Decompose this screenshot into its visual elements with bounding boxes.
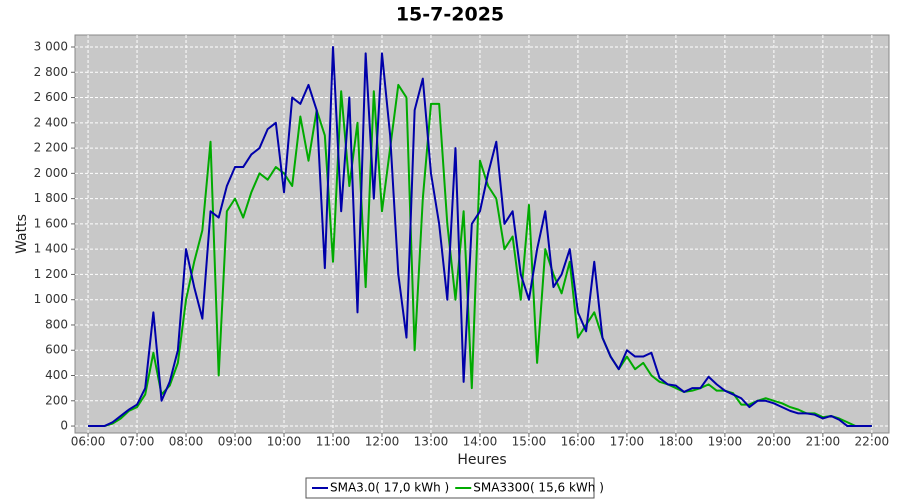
- y-tick-label: 2 800: [34, 65, 68, 79]
- y-tick-label: 2 200: [34, 141, 68, 155]
- x-tick-label: 09:00: [218, 435, 253, 449]
- series-line: [88, 46, 872, 428]
- series-line: [88, 83, 872, 428]
- x-tick-label: 06:00: [71, 435, 106, 449]
- x-tick-label: 22:00: [855, 435, 890, 449]
- x-tick-label: 21:00: [806, 435, 841, 449]
- plot-area: [74, 34, 890, 434]
- y-tick-label: 3 000: [34, 40, 68, 54]
- y-tick-label: 2 000: [34, 166, 68, 180]
- y-tick-label: 1 400: [34, 242, 68, 256]
- y-tick-label: 2 600: [34, 90, 68, 104]
- x-tick-label: 08:00: [169, 435, 204, 449]
- x-axis-label: Heures: [457, 452, 506, 468]
- x-tick-label: 13:00: [414, 435, 449, 449]
- x-tick-label: 17:00: [610, 435, 645, 449]
- y-tick-label: 1 200: [34, 267, 68, 281]
- x-tick-label: 11:00: [316, 435, 351, 449]
- x-tick-label: 10:00: [267, 435, 302, 449]
- x-tick-label: 16:00: [561, 435, 596, 449]
- chart-title: 15-7-2025: [396, 4, 504, 26]
- x-tick-label: 19:00: [708, 435, 743, 449]
- legend-label: SMA3.0( 17,0 kWh ): [330, 481, 449, 495]
- y-axis-label: Watts: [14, 214, 30, 254]
- y-tick-label: 800: [45, 317, 68, 331]
- y-tick-label: 200: [45, 393, 68, 407]
- x-tick-label: 20:00: [757, 435, 792, 449]
- x-tick-label: 14:00: [463, 435, 498, 449]
- y-tick-label: 400: [45, 368, 68, 382]
- x-tick-label: 07:00: [120, 435, 155, 449]
- x-tick-label: 12:00: [365, 435, 400, 449]
- x-tick-label: 18:00: [659, 435, 694, 449]
- y-tick-label: 2 400: [34, 115, 68, 129]
- legend-label: SMA3300( 15,6 kWh ): [473, 481, 604, 495]
- legend: [305, 477, 595, 499]
- y-tick-label: 1 600: [34, 216, 68, 230]
- y-tick-label: 1 800: [34, 191, 68, 205]
- y-tick-label: 1 000: [34, 292, 68, 306]
- y-tick-label: 600: [45, 343, 68, 357]
- y-tick-label: 0: [60, 419, 68, 433]
- x-tick-label: 15:00: [512, 435, 547, 449]
